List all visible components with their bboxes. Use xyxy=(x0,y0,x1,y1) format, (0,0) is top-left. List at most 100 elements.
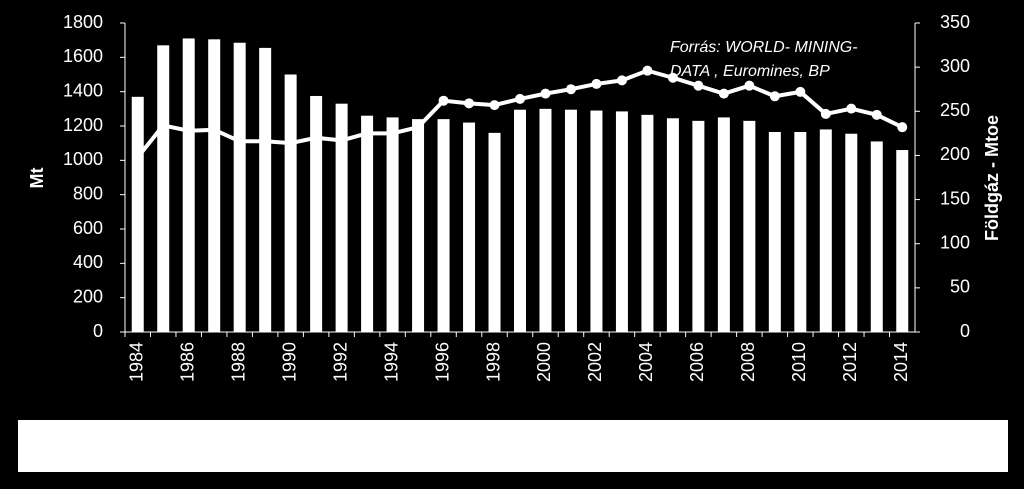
line-marker xyxy=(413,122,424,133)
bar xyxy=(157,45,170,333)
x-tick-label: 1990 xyxy=(279,342,299,382)
y-tick-label: 1000 xyxy=(63,149,103,169)
y-tick-label: 1400 xyxy=(63,80,103,100)
annotation: Forrás: WORLD- MINING- xyxy=(670,39,858,56)
bar xyxy=(514,109,526,332)
line-marker xyxy=(260,136,271,147)
bar xyxy=(259,47,272,333)
x-tick-label: 2002 xyxy=(585,342,605,382)
y-tick-label: 1600 xyxy=(63,46,103,66)
y-tick-label: 1200 xyxy=(63,115,103,135)
bar xyxy=(131,96,144,332)
line-marker xyxy=(489,100,500,111)
bar xyxy=(335,103,348,332)
y2-axis-label: Földgáz - Mtoe xyxy=(982,115,1002,241)
line-marker xyxy=(718,88,729,99)
y2-tick-label: 150 xyxy=(940,188,970,208)
line-marker xyxy=(464,98,475,109)
bar xyxy=(463,122,476,332)
y2-tick-label: 300 xyxy=(940,56,970,76)
bar xyxy=(182,38,195,332)
line-marker xyxy=(744,80,755,91)
x-tick-label: 1986 xyxy=(177,342,197,382)
bar xyxy=(896,150,909,332)
line-marker xyxy=(667,72,678,83)
line-marker xyxy=(285,138,296,149)
caption-box xyxy=(18,420,1008,472)
y-tick-label: 200 xyxy=(73,286,103,306)
bar xyxy=(310,95,323,332)
y-tick-label: 400 xyxy=(73,252,103,272)
bar xyxy=(666,118,679,333)
y2-tick-label: 50 xyxy=(950,277,970,297)
bar xyxy=(539,108,552,332)
y-tick-label: 1800 xyxy=(63,12,103,32)
bar xyxy=(717,117,730,333)
bar xyxy=(768,132,781,332)
y2-tick-label: 100 xyxy=(940,232,970,252)
bar xyxy=(361,115,374,332)
line-marker xyxy=(209,124,220,135)
y2-tick-label: 0 xyxy=(960,321,970,341)
line-marker xyxy=(871,109,882,120)
line-marker xyxy=(183,125,194,136)
bar xyxy=(488,132,501,332)
x-tick-label: 1984 xyxy=(126,342,146,382)
line-marker xyxy=(336,135,347,146)
line-marker xyxy=(846,103,857,114)
line-marker xyxy=(693,80,704,91)
line-marker xyxy=(158,120,169,131)
line-marker xyxy=(234,136,245,147)
x-tick-label: 1996 xyxy=(432,342,452,382)
y2-tick-label: 250 xyxy=(940,100,970,120)
line-marker xyxy=(362,128,373,139)
bar xyxy=(386,117,399,333)
line-marker xyxy=(540,88,551,99)
line-marker xyxy=(795,86,806,97)
x-tick-label: 2006 xyxy=(687,342,707,382)
line-marker xyxy=(616,75,627,86)
bar xyxy=(641,114,654,332)
bar xyxy=(412,119,425,332)
bar xyxy=(437,119,450,332)
x-tick-label: 1992 xyxy=(330,342,350,382)
y-tick-label: 0 xyxy=(93,321,103,341)
x-tick-label: 2010 xyxy=(789,342,809,382)
line-marker xyxy=(642,65,653,76)
line-marker xyxy=(515,93,525,104)
bar xyxy=(870,141,883,332)
x-tick-label: 2008 xyxy=(738,342,758,382)
line-marker xyxy=(820,108,831,119)
bar xyxy=(233,42,246,332)
bar xyxy=(743,120,756,332)
x-tick-label: 2004 xyxy=(636,342,656,382)
line-marker xyxy=(438,95,449,106)
bar xyxy=(284,74,297,332)
bar xyxy=(692,120,705,332)
bar xyxy=(590,110,603,332)
line-marker xyxy=(591,78,602,89)
line-marker xyxy=(311,132,322,143)
y2-tick-label: 350 xyxy=(940,12,970,32)
y-tick-label: 600 xyxy=(73,218,103,238)
y-tick-label: 800 xyxy=(73,183,103,203)
y-axis-label: Mt xyxy=(27,168,47,189)
bar xyxy=(794,132,807,332)
bar xyxy=(819,129,832,332)
annotation: DATA , Euromines, BP xyxy=(670,63,830,80)
x-tick-label: 1998 xyxy=(483,342,503,382)
x-tick-label: 1994 xyxy=(381,342,401,382)
bar xyxy=(208,39,221,332)
x-tick-label: 2000 xyxy=(534,342,554,382)
x-tick-label: 2014 xyxy=(891,342,911,382)
y2-tick-label: 200 xyxy=(940,144,970,164)
line-marker xyxy=(132,152,143,163)
line-marker xyxy=(769,91,780,102)
line-marker xyxy=(387,128,398,139)
x-tick-label: 2012 xyxy=(840,342,860,382)
bar xyxy=(615,111,628,333)
x-tick-label: 1988 xyxy=(228,342,248,382)
bar xyxy=(564,109,577,332)
